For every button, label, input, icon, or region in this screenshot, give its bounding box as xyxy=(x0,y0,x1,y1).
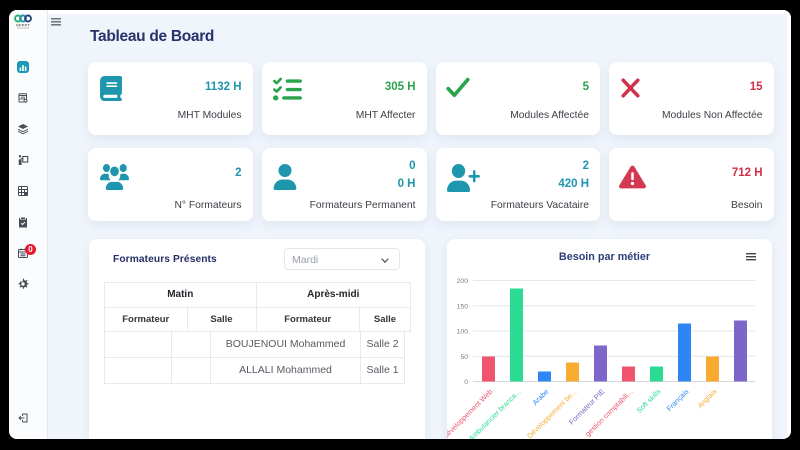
svg-text:Anglais: Anglais xyxy=(695,387,718,410)
svg-text:50: 50 xyxy=(460,354,468,361)
svg-text:Développement be...: Développement be... xyxy=(525,387,578,439)
svg-text:100: 100 xyxy=(457,329,469,336)
svg-text:Ambulancier branca...: Ambulancier branca... xyxy=(467,387,523,439)
svg-text:Soft skills: Soft skills xyxy=(635,387,663,415)
svg-text:0: 0 xyxy=(464,379,468,386)
svg-text:OFPPT: OFPPT xyxy=(16,24,31,28)
svg-text:Arabe: Arabe xyxy=(530,387,550,407)
svg-text:Français: Français xyxy=(665,387,691,413)
svg-text:150: 150 xyxy=(457,303,469,310)
svg-text:200: 200 xyxy=(457,278,469,285)
svg-text:gestion comptabili...: gestion comptabili... xyxy=(583,387,634,438)
